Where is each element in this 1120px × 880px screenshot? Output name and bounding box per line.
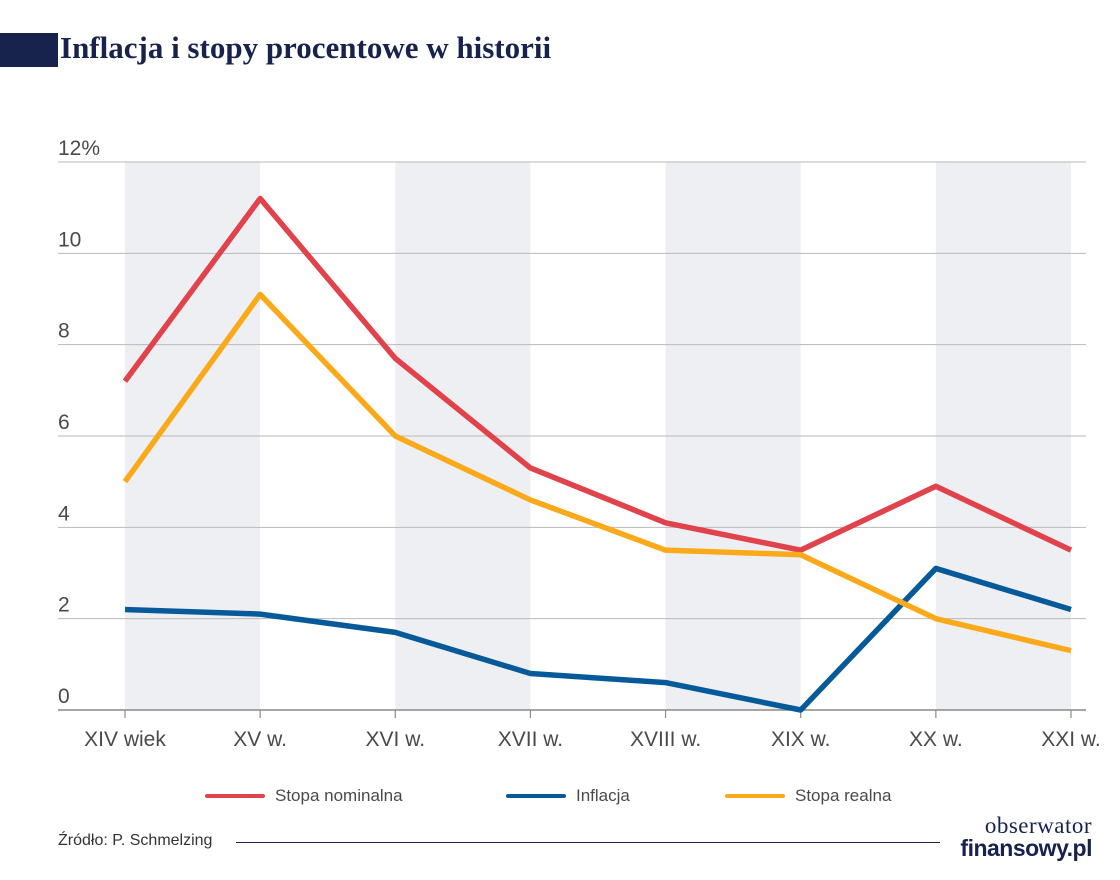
legend-swatch-nominal [205, 794, 265, 798]
source-divider [236, 842, 940, 843]
legend-label-inflation: Inflacja [576, 786, 630, 805]
x-tick-label: XXI w. [1041, 728, 1101, 751]
series-line-inflation [124, 565, 1072, 713]
y-tick-label: 0 [58, 685, 70, 708]
x-tick-label: XVI w. [366, 728, 426, 751]
x-tick-label: XIX w. [771, 728, 831, 751]
brand-line2: finansowy.pl [960, 835, 1092, 861]
series-lines [122, 195, 1073, 713]
legend-item-inflation: Inflacja [506, 786, 630, 806]
legend-item-nominal: Stopa nominalna [205, 786, 403, 806]
chart-title: Inflacja i stopy procentowe w historii [60, 30, 552, 65]
legend-label-nominal: Stopa nominalna [275, 786, 403, 805]
title-accent-bar [0, 33, 58, 67]
brand-line1: obserwator [984, 813, 1092, 838]
gridlines [58, 161, 1086, 711]
series-line-real [122, 291, 1072, 654]
y-tick-label: 12% [58, 137, 100, 160]
x-tick-label: XX w. [909, 728, 963, 751]
legend: Stopa nominalna Inflacja Stopa realna [0, 786, 1120, 810]
x-tick-label: XVII w. [498, 728, 563, 751]
brand-logo: obserwator finansowy.pl [942, 813, 1092, 861]
y-tick-label: 4 [58, 502, 70, 525]
x-axis-ticks: XIV wiek XV w. XVI w. XVII w. XVIII w. XIX w.… [84, 710, 1101, 751]
source-note: Źródło: P. Schmelzing [58, 832, 213, 849]
series-line-nominal [122, 195, 1073, 553]
x-tick-label: XV w. [233, 728, 287, 751]
legend-label-real: Stopa realna [795, 786, 892, 805]
x-tick-label: XIV wiek [84, 728, 166, 751]
y-tick-label: 6 [58, 411, 70, 434]
y-axis-ticks: 0 2 4 6 8 10 12% [58, 137, 100, 708]
y-tick-label: 8 [58, 320, 70, 343]
y-tick-label: 2 [58, 594, 70, 617]
legend-item-real: Stopa realna [725, 786, 891, 806]
y-tick-label: 10 [58, 228, 81, 251]
x-tick-label: XVIII w. [630, 728, 701, 751]
legend-swatch-real [725, 794, 785, 798]
legend-swatch-inflation [506, 794, 566, 798]
